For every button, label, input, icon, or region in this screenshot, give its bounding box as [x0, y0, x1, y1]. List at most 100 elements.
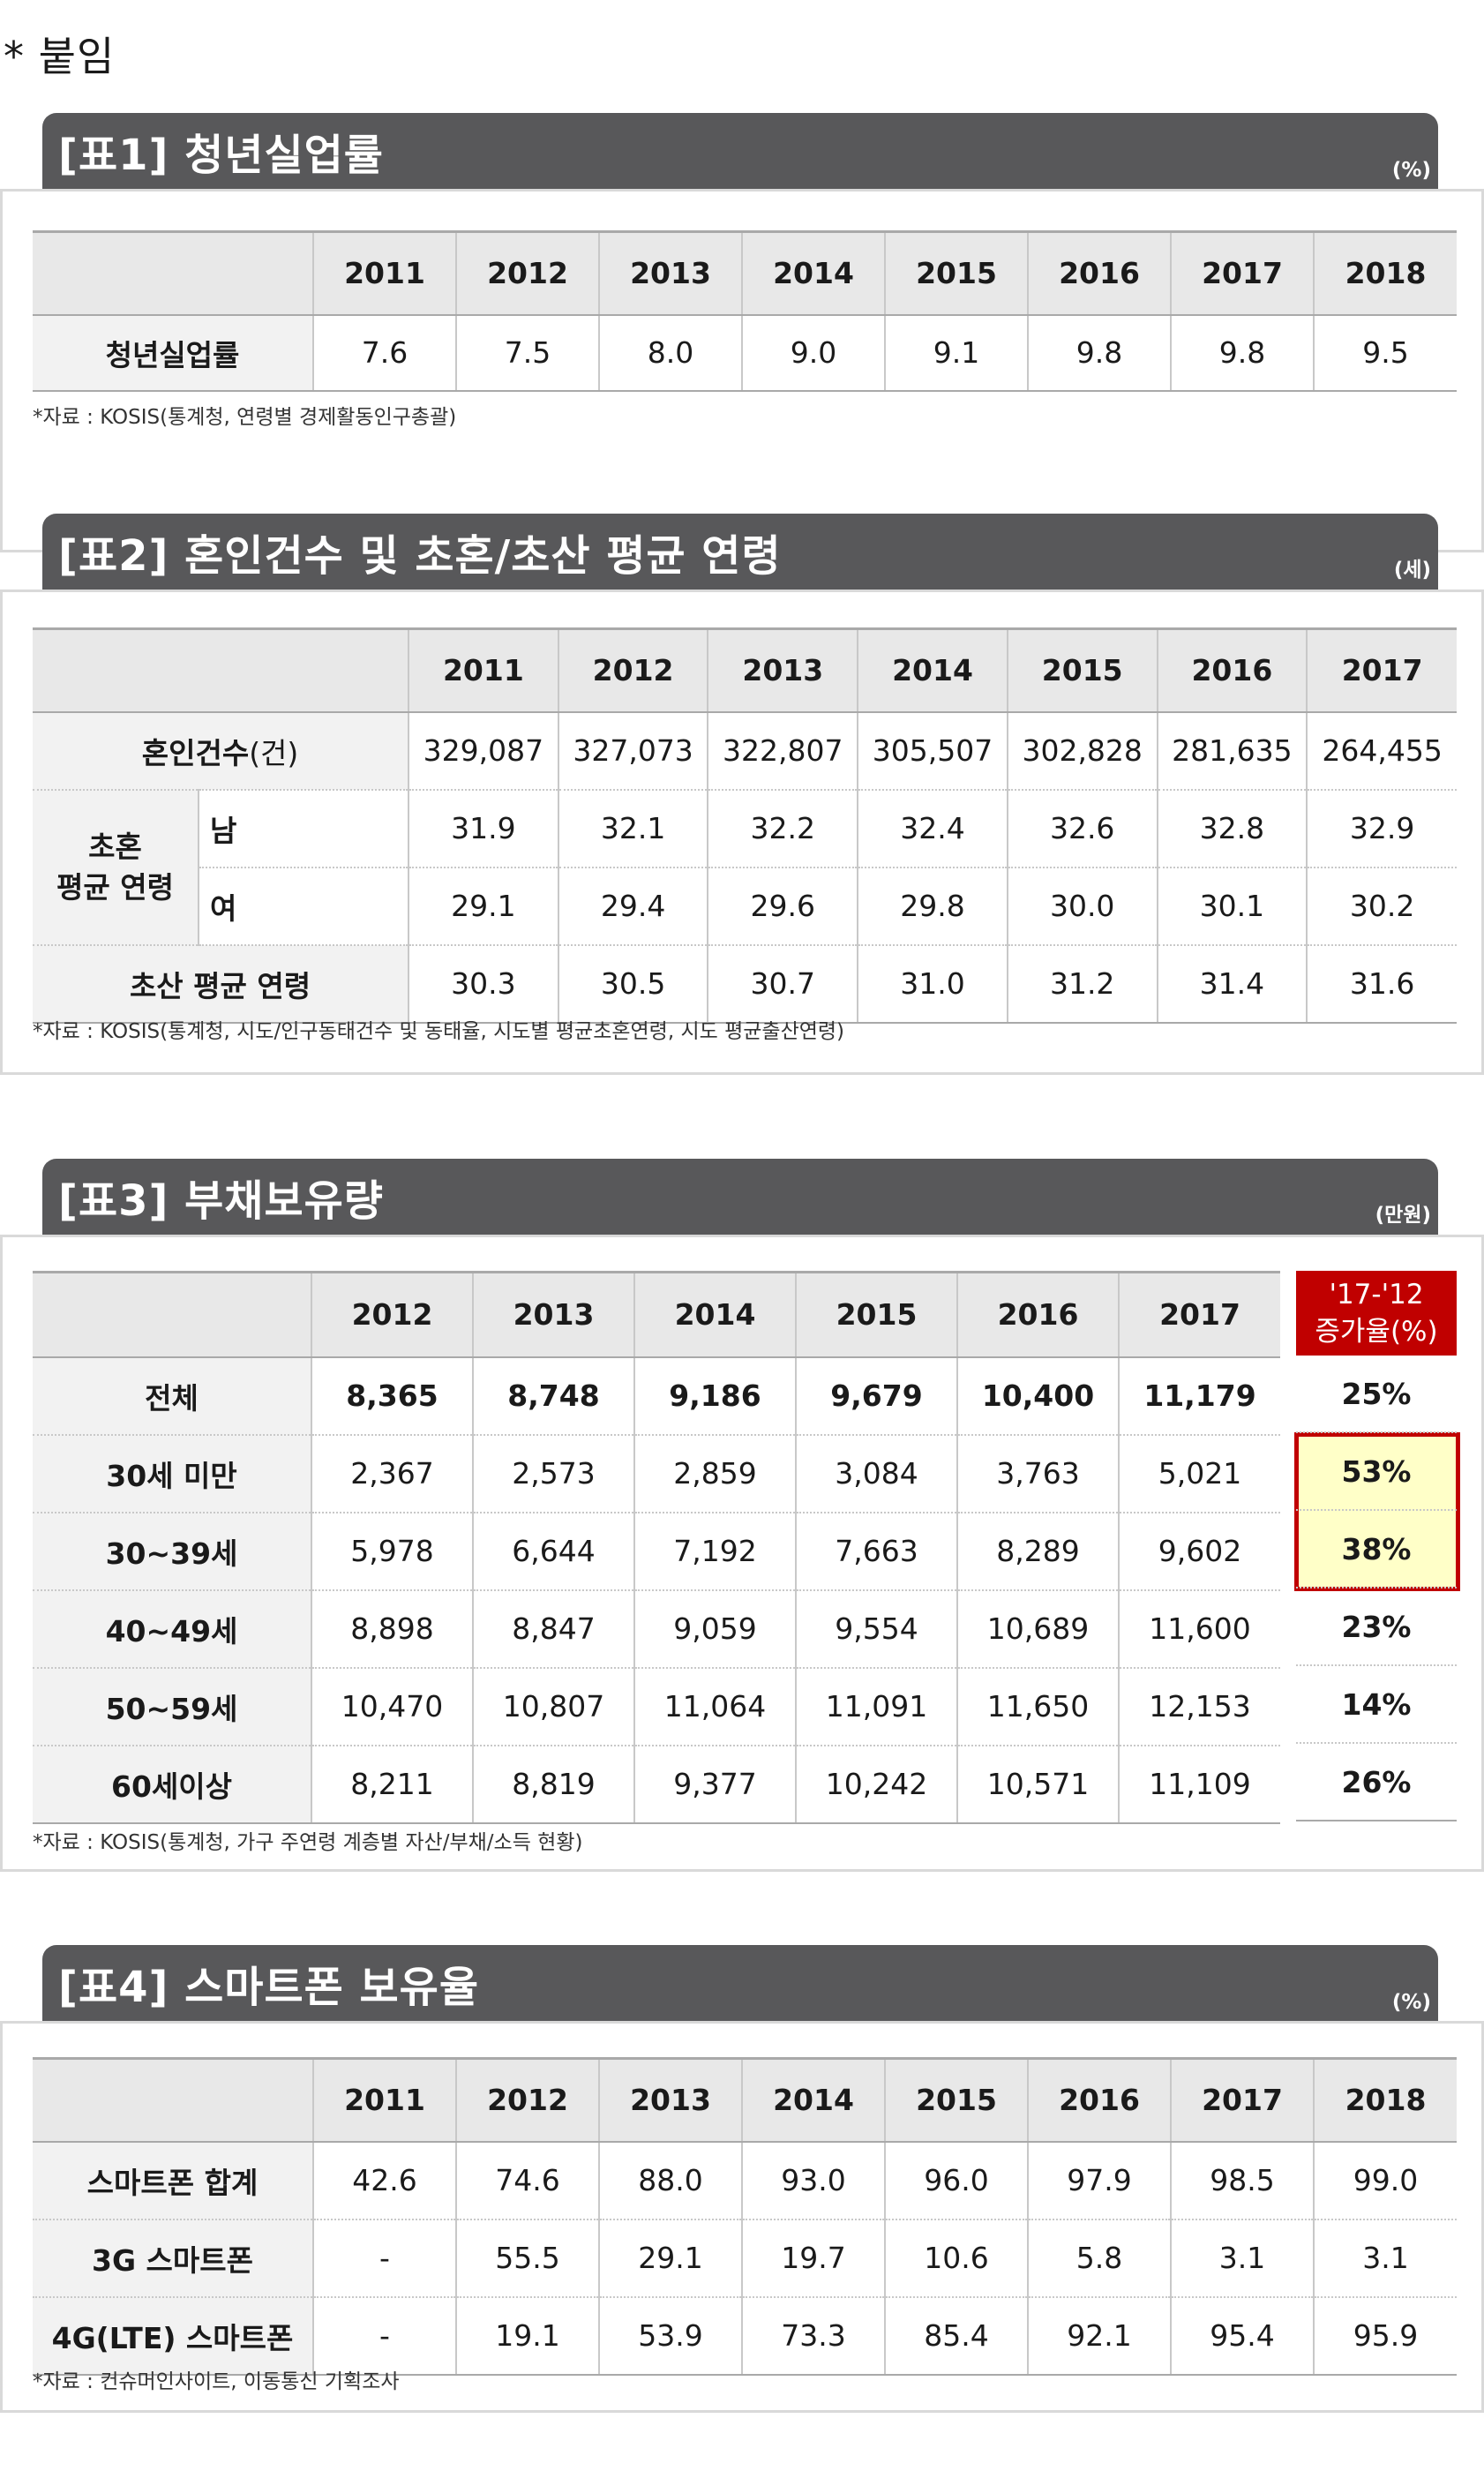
table-cell: 10,571 — [956, 1745, 1119, 1824]
table3-corner — [33, 1271, 311, 1358]
table-cell: 7,663 — [795, 1512, 957, 1591]
table-cell: 32.2 — [707, 789, 858, 868]
table-cell: 31.2 — [1006, 944, 1158, 1024]
table-cell: 19.7 — [741, 2219, 885, 2298]
table1-panel: 2011 2012 2013 2014 2015 2016 2017 2018 청년실업률 7.… — [0, 189, 1484, 552]
table-cell: 10.6 — [884, 2219, 1028, 2298]
table-cell: 11,650 — [956, 1667, 1119, 1746]
year-header: 2014 — [857, 627, 1008, 713]
rate-column-header: '17-'12 증가율(%) — [1296, 1271, 1457, 1356]
table-cell: 12,153 — [1118, 1667, 1280, 1746]
table-cell: 281,635 — [1156, 711, 1308, 791]
table-cell: 32.8 — [1156, 789, 1308, 868]
row-header: 3G 스마트폰 — [33, 2219, 313, 2298]
year-header: 2017 — [1118, 1271, 1280, 1358]
table-cell: 96.0 — [884, 2141, 1028, 2220]
table-row: 초혼 평균 연령 남 31.9 32.1 32.2 32.4 32.6 32.8 32.9 — [33, 789, 1457, 946]
table-cell: 9.8 — [1170, 314, 1314, 392]
year-header: 2017 — [1170, 2057, 1314, 2143]
year-header: 2011 — [408, 627, 558, 713]
year-header: 2017 — [1170, 230, 1314, 316]
year-header: 2016 — [1156, 627, 1308, 713]
year-header: 2012 — [311, 1271, 473, 1358]
row-header: 청년실업률 — [33, 314, 313, 392]
table-cell: 9.1 — [884, 314, 1028, 392]
table-cell: 8,898 — [311, 1589, 473, 1669]
table-row: 청년실업률 7.6 7.5 8.0 9.0 9.1 9.8 9.8 9.5 — [33, 314, 1457, 392]
year-header: 2011 — [312, 230, 456, 316]
year-header: 2015 — [795, 1271, 957, 1358]
table-cell: 3,763 — [956, 1434, 1119, 1513]
table-cell: 6,644 — [472, 1512, 634, 1591]
table-cell: 31.4 — [1156, 944, 1308, 1024]
table-cell: 11,064 — [633, 1667, 796, 1746]
table-cell: 11,109 — [1118, 1745, 1280, 1824]
table-cell: 5,978 — [311, 1512, 473, 1591]
first-marriage-label-line1: 초혼 — [88, 829, 142, 864]
table-cell: 30.7 — [707, 944, 858, 1024]
year-header: 2016 — [1027, 230, 1171, 316]
table4-title: [표4] 스마트폰 보유율 — [58, 1963, 479, 2012]
row-header: 4G(LTE) 스마트폰 — [33, 2296, 313, 2376]
table-cell: 9.5 — [1313, 314, 1457, 392]
year-header: 2016 — [1027, 2057, 1171, 2143]
table-cell: - — [312, 2296, 456, 2376]
table-cell: 10,470 — [311, 1667, 473, 1746]
table-cell: 30.5 — [557, 944, 708, 1024]
table-cell: 9,602 — [1118, 1512, 1280, 1591]
table-cell: 11,179 — [1118, 1356, 1280, 1436]
table-cell: 53.9 — [598, 2296, 742, 2376]
table-cell: 3.1 — [1170, 2219, 1314, 2298]
table3-panel: 2012 2013 2014 2015 2016 2017 전체 8,365 8,748 9,1… — [0, 1235, 1484, 1872]
table-cell: 30.2 — [1306, 867, 1457, 946]
year-header: 2011 — [312, 2057, 456, 2143]
year-header: 2012 — [455, 230, 599, 316]
table-row: 50~59세 10,470 10,807 11,064 11,091 11,650 12,1… — [33, 1667, 1280, 1746]
table3-unit: (만원) — [1375, 1204, 1431, 1227]
table-cell: 8,748 — [472, 1356, 634, 1436]
table-cell: 7,192 — [633, 1512, 796, 1591]
year-header: 2014 — [741, 2057, 885, 2143]
table-cell: 2,367 — [311, 1434, 473, 1513]
row-header: 30세 미만 — [33, 1434, 311, 1513]
table3-title: [표3] 부채보유량 — [58, 1176, 384, 1226]
table-cell: 73.3 — [741, 2296, 885, 2376]
year-header: 2014 — [633, 1271, 796, 1358]
table-cell: 30.0 — [1006, 867, 1158, 946]
table-cell: 98.5 — [1170, 2141, 1314, 2220]
table-cell: 327,073 — [557, 711, 708, 791]
table-cell: 30.1 — [1156, 867, 1308, 946]
table-row: 혼인건수(건) 329,087 327,073 322,807 305,507 302,… — [33, 711, 1457, 791]
table-cell: - — [312, 2219, 456, 2298]
table4-source: *자료 : 컨슈머인사이트, 이동통신 기획조사 — [33, 2370, 400, 2393]
rate-cell: 38% — [1296, 1511, 1457, 1588]
row-header: 스마트폰 합계 — [33, 2141, 313, 2220]
year-header: 2012 — [455, 2057, 599, 2143]
rate-cell: 26% — [1296, 1744, 1457, 1821]
table4-unit: (%) — [1391, 1991, 1431, 2014]
rate-header-line1: '17-'12 — [1329, 1279, 1424, 1311]
row-header: 30~39세 — [33, 1512, 311, 1591]
table-cell: 32.9 — [1306, 789, 1457, 868]
table-row: 60세이상 8,211 8,819 9,377 10,242 10,571 11,109 — [33, 1745, 1280, 1824]
row-header-first-marriage: 초혼 평균 연령 — [33, 789, 199, 946]
highlight-frame — [1294, 1432, 1460, 1591]
table4-corner — [33, 2057, 313, 2143]
rate-cell: 53% — [1296, 1433, 1457, 1511]
table-cell: 29.1 — [408, 867, 558, 946]
page-heading: * 붙임 — [4, 33, 116, 80]
year-header: 2013 — [598, 230, 742, 316]
rate-cell: 25% — [1296, 1356, 1457, 1433]
table-cell: 31.9 — [408, 789, 558, 868]
table1: 2011 2012 2013 2014 2015 2016 2017 2018 청년실업률 7.… — [33, 230, 1457, 392]
year-header: 2014 — [741, 230, 885, 316]
table1-source: *자료 : KOSIS(통계청, 연령별 경제활동인구총괄) — [33, 406, 457, 429]
table1-unit: (%) — [1391, 159, 1431, 182]
table-cell: 31.6 — [1306, 944, 1457, 1024]
table-cell: 97.9 — [1027, 2141, 1171, 2220]
table-cell: 3,084 — [795, 1434, 957, 1513]
table-cell: 9.8 — [1027, 314, 1171, 392]
row-header-female: 여 — [198, 867, 409, 946]
marriage-label-unit: (건) — [249, 735, 299, 770]
marriage-label: 혼인건수 — [141, 735, 250, 770]
